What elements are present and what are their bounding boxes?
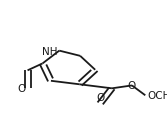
Text: O: O xyxy=(128,81,136,91)
Text: OCH₃: OCH₃ xyxy=(147,91,167,100)
Text: O: O xyxy=(18,83,26,93)
Text: O: O xyxy=(96,92,104,102)
Text: NH: NH xyxy=(42,46,58,56)
